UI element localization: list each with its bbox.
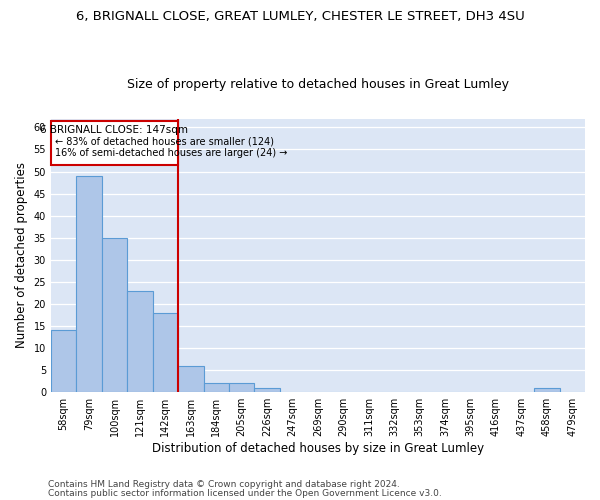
Y-axis label: Number of detached properties: Number of detached properties [15,162,28,348]
Bar [203,384,229,392]
Bar [102,238,127,392]
Bar [51,121,178,165]
X-axis label: Distribution of detached houses by size in Great Lumley: Distribution of detached houses by size … [152,442,484,455]
Text: ← 83% of detached houses are smaller (124): ← 83% of detached houses are smaller (12… [55,136,274,146]
Bar [534,388,560,392]
Text: 6 BRIGNALL CLOSE: 147sqm: 6 BRIGNALL CLOSE: 147sqm [40,126,188,136]
Text: 6, BRIGNALL CLOSE, GREAT LUMLEY, CHESTER LE STREET, DH3 4SU: 6, BRIGNALL CLOSE, GREAT LUMLEY, CHESTER… [76,10,524,23]
Bar [152,313,178,392]
Bar [178,366,203,392]
Title: Size of property relative to detached houses in Great Lumley: Size of property relative to detached ho… [127,78,509,91]
Bar [127,290,152,392]
Bar [254,388,280,392]
Bar [51,330,76,392]
Text: 16% of semi-detached houses are larger (24) →: 16% of semi-detached houses are larger (… [55,148,287,158]
Bar [229,384,254,392]
Text: Contains HM Land Registry data © Crown copyright and database right 2024.: Contains HM Land Registry data © Crown c… [48,480,400,489]
Bar [76,176,102,392]
Text: Contains public sector information licensed under the Open Government Licence v3: Contains public sector information licen… [48,488,442,498]
